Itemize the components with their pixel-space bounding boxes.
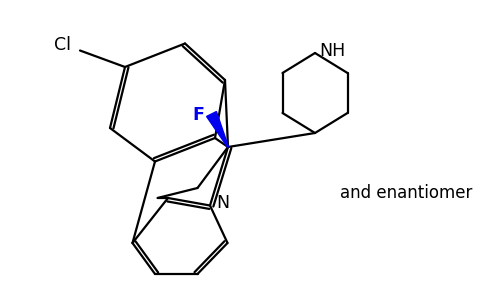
Text: F: F <box>192 106 204 125</box>
Polygon shape <box>206 112 229 147</box>
Text: N: N <box>216 194 229 212</box>
Text: NH: NH <box>319 42 345 59</box>
Text: Cl: Cl <box>54 35 71 54</box>
Text: and enantiomer: and enantiomer <box>340 184 472 202</box>
